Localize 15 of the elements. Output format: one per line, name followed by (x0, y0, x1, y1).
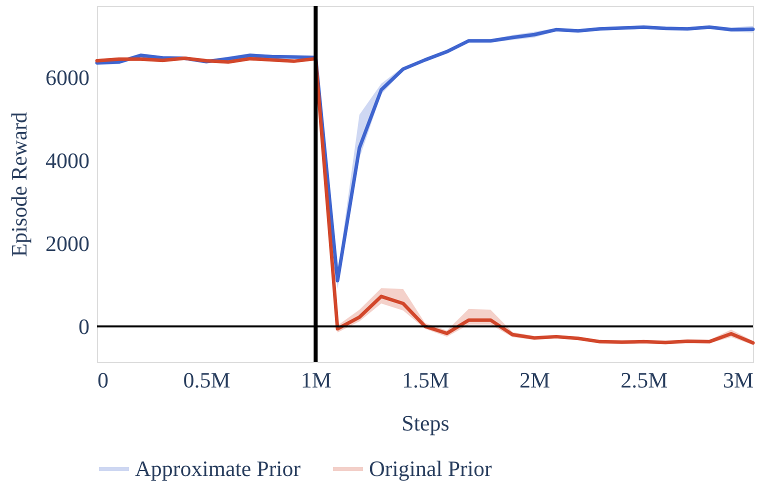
x-tick-label: 0 (98, 368, 108, 392)
y-tick-label: 4000 (46, 148, 90, 173)
y-tick-label: 2000 (46, 230, 90, 256)
legend-label: Approximate Prior (135, 456, 302, 481)
legend-label: Original Prior (369, 456, 492, 481)
y-tick-label: 6000 (46, 64, 90, 90)
y-axis-title: Episode Reward (6, 112, 32, 257)
x-tick-label: 3M (722, 368, 754, 392)
x-tick-label: 1M (300, 368, 332, 392)
x-axis-title: Steps (402, 410, 450, 436)
y-tick-label: 0 (78, 314, 90, 339)
x-tick-label: 0.5M (183, 368, 230, 392)
x-tick-label: 2.5M (620, 368, 668, 392)
x-tick-label: 2M (520, 368, 550, 392)
x-tick-label: 1.5M (402, 368, 450, 392)
